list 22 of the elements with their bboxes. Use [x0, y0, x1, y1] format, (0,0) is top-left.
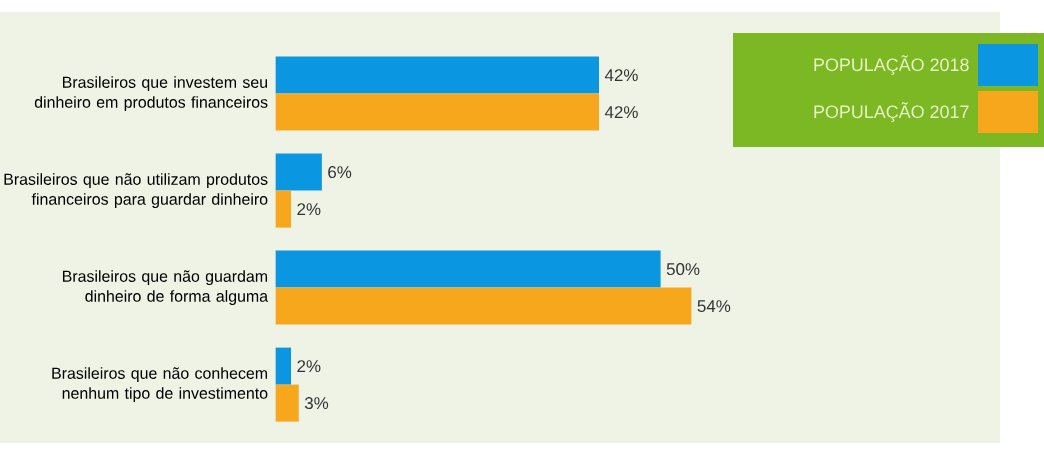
legend-label: POPULAÇÃO 2017 — [814, 102, 969, 122]
data-label: 42% — [604, 106, 638, 119]
y-tick-label: Brasileiros que não guardam dinheiro de forma alguma — [62, 270, 269, 305]
bar — [275, 384, 299, 422]
bar — [275, 347, 292, 385]
legend-label: POPULAÇÃO 2018 — [814, 55, 969, 75]
data-label: 54% — [697, 300, 731, 313]
data-label: 50% — [666, 263, 700, 276]
bar — [275, 250, 661, 288]
y-tick-label: Brasileiros que não conhecem nenhum tipo de investimento — [52, 367, 268, 402]
bar — [275, 287, 692, 325]
data-label: 2% — [297, 203, 321, 216]
data-label: 6% — [328, 166, 352, 179]
bar — [275, 153, 322, 191]
data-label: 3% — [304, 397, 329, 410]
data-label: 42% — [604, 69, 638, 82]
data-label: 2% — [297, 360, 321, 373]
y-tick-label: Brasileiros que investem seu dinheiro em produtos financeiros — [34, 76, 268, 111]
bar — [275, 190, 292, 228]
bar — [275, 93, 600, 131]
y-tick-label: Brasileiros que não utilizam produtos financeiros para guardar dinheiro — [4, 173, 268, 208]
bar — [275, 56, 600, 94]
